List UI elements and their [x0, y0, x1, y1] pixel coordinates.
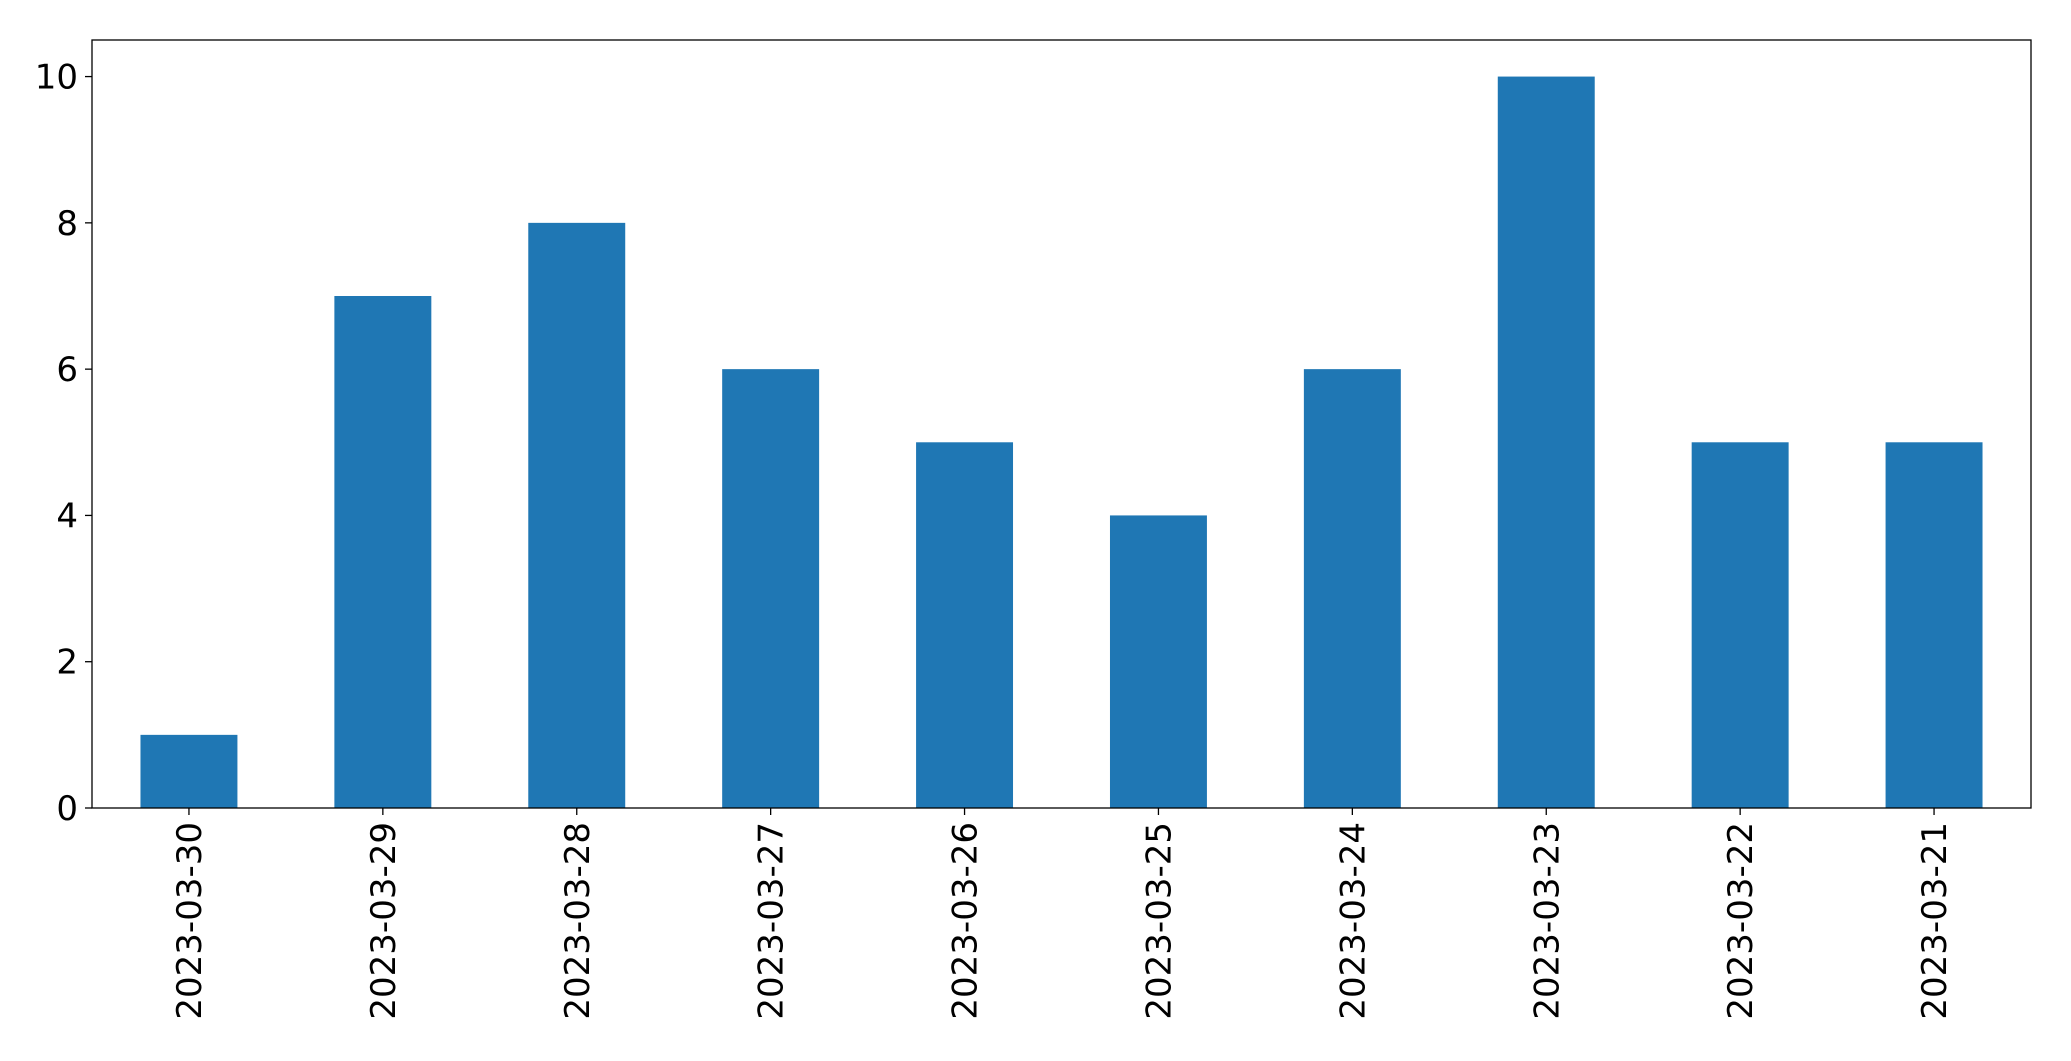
bar: [528, 222, 626, 808]
x-tick-label: 2023-03-23: [1527, 822, 1567, 1020]
y-tick-label: 4: [56, 496, 78, 536]
bar: [1885, 442, 1983, 808]
y-tick-label: 10: [35, 58, 78, 98]
x-tick-label: 2023-03-25: [1139, 822, 1179, 1020]
y-tick-label: 2: [56, 643, 78, 683]
y-tick-label: 6: [56, 350, 78, 390]
x-tick-label: 2023-03-29: [364, 822, 404, 1020]
bar: [1109, 515, 1207, 808]
y-tick-label: 0: [56, 789, 78, 829]
x-tick-label: 2023-03-26: [946, 822, 986, 1020]
bar: [140, 734, 238, 808]
x-tick-label: 2023-03-27: [752, 822, 792, 1020]
bar: [722, 369, 820, 808]
bar: [334, 296, 432, 808]
plot-frame: [91, 39, 2032, 809]
bar: [1691, 442, 1789, 808]
bar: [1497, 76, 1595, 809]
x-tick-label: 2023-03-24: [1333, 822, 1373, 1020]
x-tick-label: 2023-03-28: [558, 822, 598, 1020]
bar: [1303, 369, 1401, 808]
x-tick-label: 2023-03-22: [1721, 822, 1761, 1020]
x-tick-label: 2023-03-21: [1915, 822, 1955, 1020]
bar: [916, 442, 1014, 808]
y-tick-label: 8: [56, 204, 78, 244]
x-tick-label: 2023-03-30: [170, 822, 210, 1020]
